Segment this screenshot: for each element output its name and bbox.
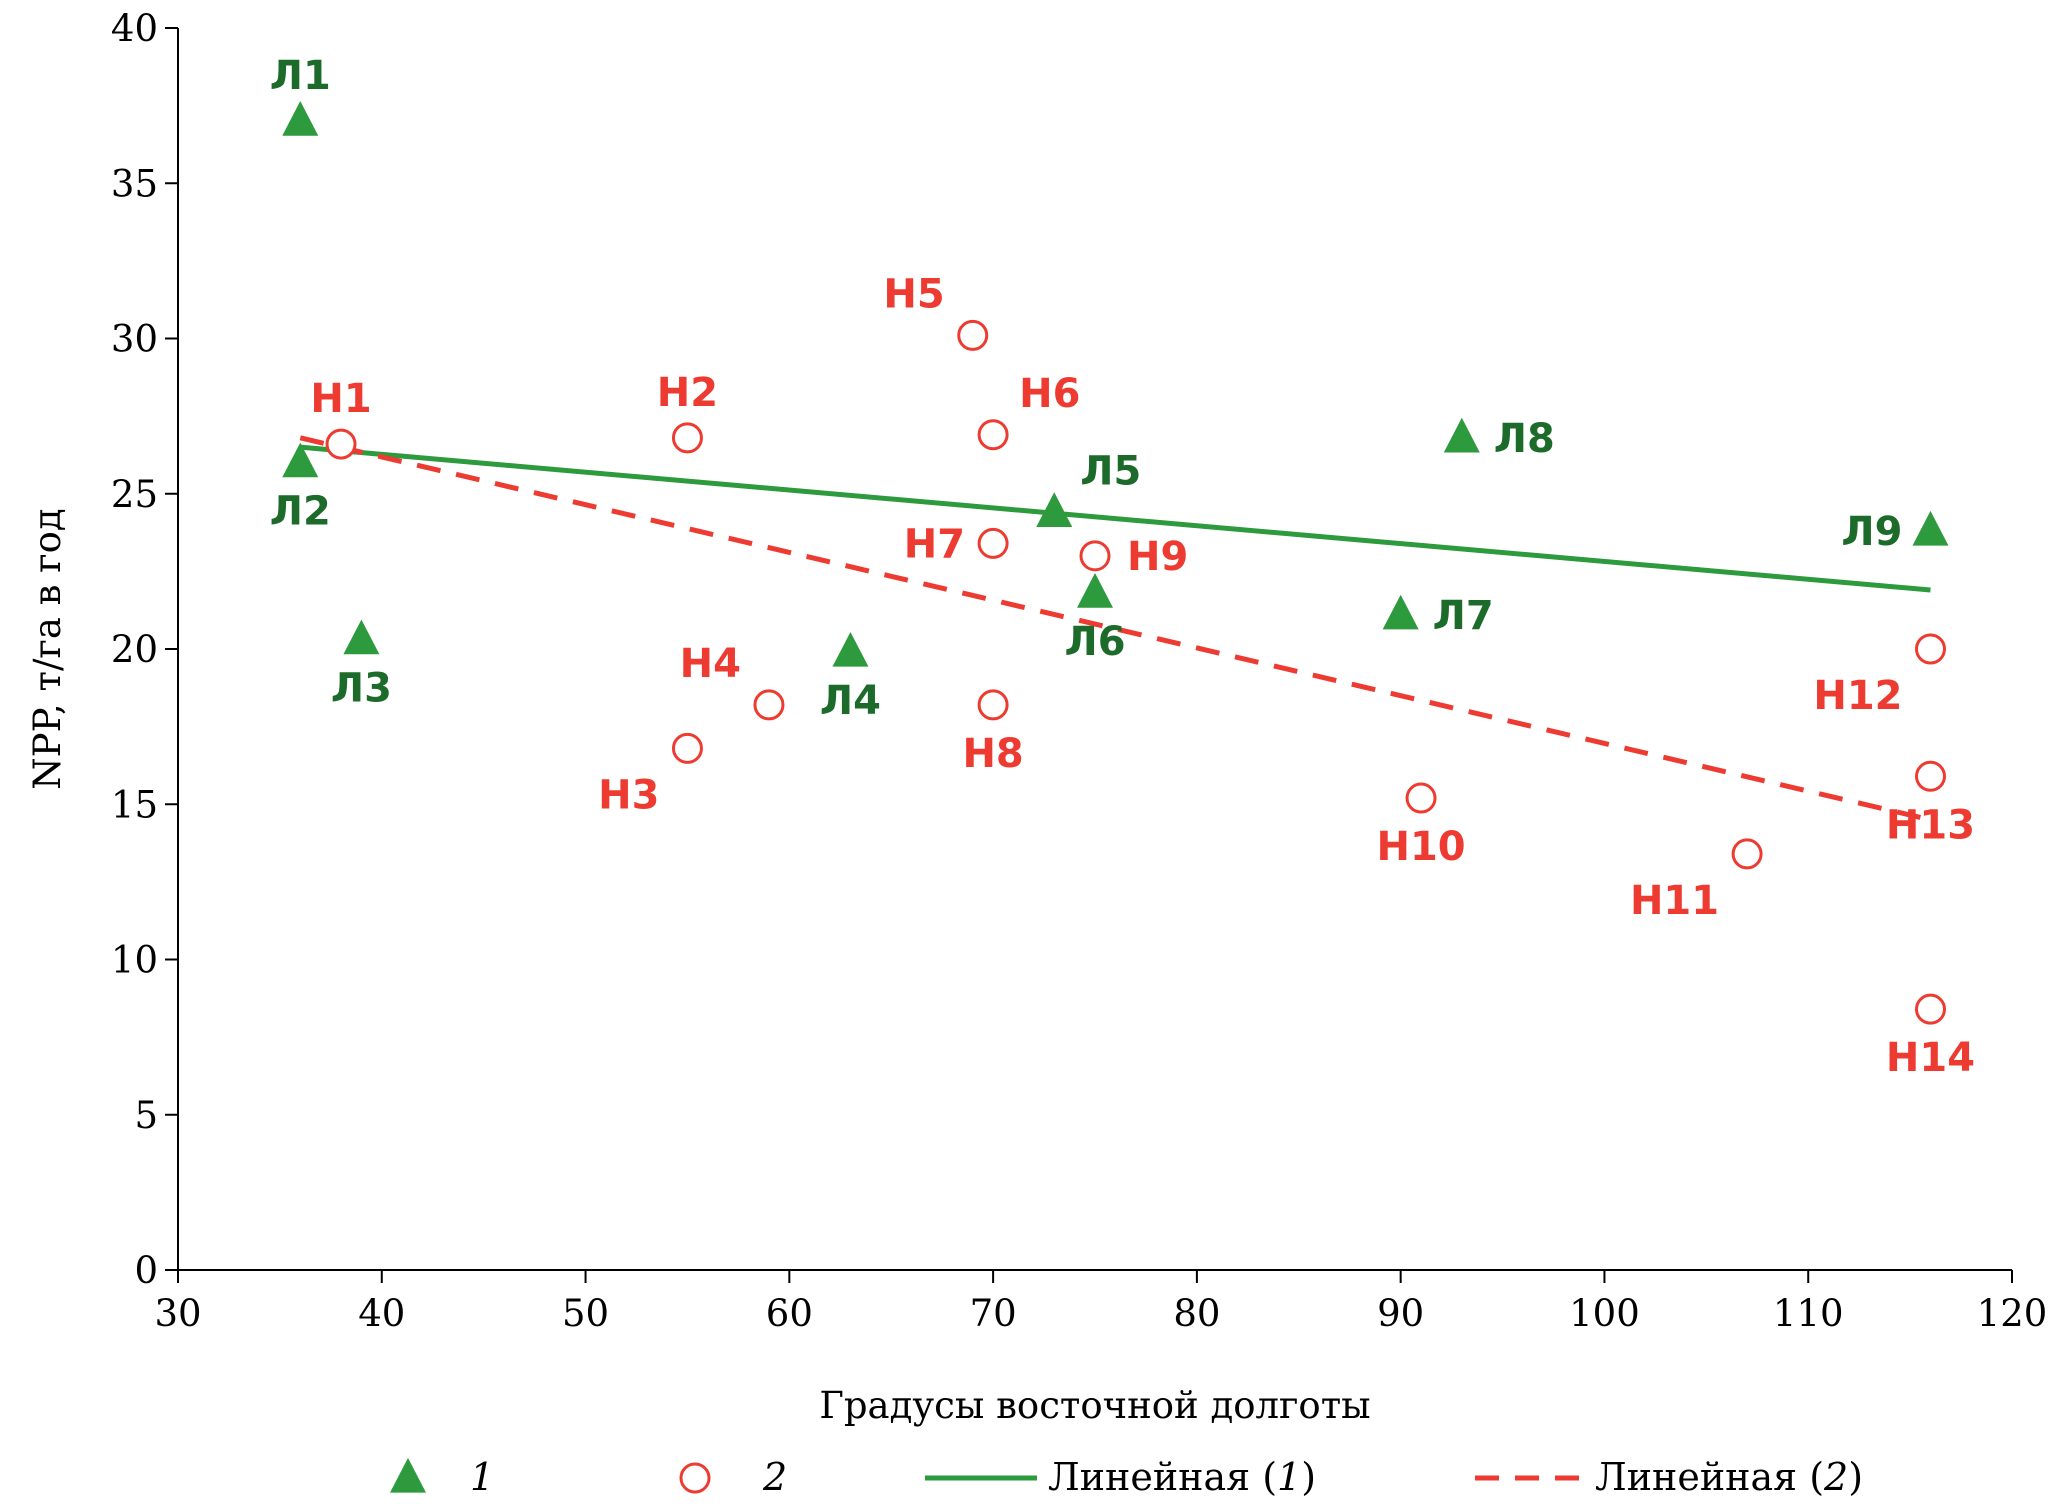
x-tick-label: 90 bbox=[1377, 1292, 1424, 1335]
point-Л9 bbox=[1912, 510, 1949, 546]
point-label-Н2: Н2 bbox=[657, 370, 718, 416]
point-Н10 bbox=[1405, 782, 1437, 814]
y-tick-label: 40 bbox=[111, 7, 158, 50]
legend-marker-circle bbox=[679, 1462, 711, 1494]
point-Н3 bbox=[671, 732, 703, 764]
legend-item-2: 2 bbox=[679, 1455, 787, 1499]
point-label-Н9: Н9 bbox=[1127, 534, 1188, 580]
point-Н6 bbox=[977, 419, 1009, 451]
point-Л8 bbox=[1443, 417, 1480, 453]
point-label-Н8: Н8 bbox=[962, 731, 1023, 777]
point-label-Л5: Л5 bbox=[1080, 448, 1141, 494]
point-Н7 bbox=[977, 527, 1009, 559]
x-tick-label: 110 bbox=[1773, 1292, 1844, 1335]
point-Н5 bbox=[957, 319, 989, 351]
legend-label: Линейная (1) bbox=[1048, 1455, 1316, 1499]
point-label-Н11: Н11 bbox=[1630, 878, 1719, 924]
y-tick-label: 35 bbox=[111, 162, 158, 205]
x-tick-label: 80 bbox=[1173, 1292, 1220, 1335]
point-label-Л7: Л7 bbox=[1433, 593, 1494, 639]
point-labels: Л1 Л2 Л3 Л4 Л5 Л6 Л7 Л8 Л9 Н1 Н2 Н3 Н4 Н5 Н6 Н7 Н8 Н9 Н10 Н… bbox=[270, 53, 1975, 1081]
point-Н14 bbox=[1914, 993, 1946, 1025]
y-tick-label: 30 bbox=[111, 318, 158, 361]
point-label-Н13: Н13 bbox=[1886, 802, 1975, 848]
point-Н13 bbox=[1914, 760, 1946, 792]
legend-item-3: Линейная (1) bbox=[925, 1455, 1316, 1499]
legend-label: 1 bbox=[470, 1455, 494, 1499]
legend-marker-triangle bbox=[390, 1457, 426, 1493]
x-tick-label: 30 bbox=[154, 1292, 201, 1335]
y-tick-label: 10 bbox=[111, 939, 158, 982]
point-label-Л2: Л2 bbox=[270, 489, 331, 535]
axes: 0 5 10 15 20 25 30 35 40 30 40 50 60 70 80 90 100 110 120 bbox=[111, 7, 2047, 1335]
point-label-Л8: Л8 bbox=[1494, 416, 1555, 462]
point-label-Л4: Л4 bbox=[820, 678, 881, 724]
data-points bbox=[282, 101, 1949, 1025]
point-label-Н7: Н7 bbox=[904, 521, 965, 567]
y-tick-label: 5 bbox=[134, 1094, 158, 1137]
y-tick-label: 20 bbox=[111, 628, 158, 671]
point-Н8 bbox=[977, 689, 1009, 721]
legend: 1 2 Линейная (1) Линейная (2) bbox=[390, 1455, 1863, 1499]
point-Л1 bbox=[282, 101, 319, 136]
y-axis-title: NPP, т/га в год bbox=[26, 508, 69, 789]
point-Л4 bbox=[832, 632, 869, 667]
point-label-Л1: Л1 bbox=[270, 53, 331, 99]
trendline-series-1 bbox=[300, 444, 1931, 593]
point-label-Л6: Л6 bbox=[1064, 619, 1125, 665]
y-tick-label: 15 bbox=[111, 783, 158, 826]
y-tick-label: 0 bbox=[134, 1249, 158, 1292]
point-label-Л9: Л9 bbox=[1841, 509, 1902, 555]
x-tick-label: 100 bbox=[1569, 1292, 1640, 1335]
legend-label: 2 bbox=[762, 1455, 787, 1499]
point-Л7 bbox=[1382, 594, 1419, 630]
point-label-Н14: Н14 bbox=[1886, 1035, 1975, 1081]
point-label-Н6: Н6 bbox=[1019, 371, 1080, 417]
point-Н12 bbox=[1914, 633, 1946, 665]
point-Л3 bbox=[343, 619, 380, 655]
x-tick-label: 60 bbox=[766, 1292, 813, 1335]
point-Н11 bbox=[1731, 838, 1763, 870]
point-label-Н4: Н4 bbox=[680, 641, 741, 687]
x-axis-title: Градусы восточной долготы bbox=[819, 1384, 1370, 1427]
point-label-Н5: Н5 bbox=[883, 271, 944, 317]
point-Н2 bbox=[671, 422, 703, 454]
point-Л2 bbox=[282, 442, 319, 478]
point-label-Н3: Н3 bbox=[598, 772, 659, 818]
trendlines bbox=[299, 435, 1932, 823]
point-label-Н10: Н10 bbox=[1376, 824, 1465, 870]
x-tick-label: 70 bbox=[970, 1292, 1017, 1335]
point-label-Л3: Л3 bbox=[331, 666, 392, 712]
point-label-Н12: Н12 bbox=[1813, 673, 1902, 719]
point-Н1 bbox=[325, 428, 357, 460]
y-tick-label: 25 bbox=[111, 473, 158, 516]
legend-item-4: Линейная (2) bbox=[1475, 1455, 1863, 1499]
point-Л5 bbox=[1036, 492, 1073, 527]
x-tick-label: 120 bbox=[1977, 1292, 2048, 1335]
point-Л6 bbox=[1077, 573, 1113, 608]
point-label-Н1: Н1 bbox=[310, 376, 371, 422]
legend-label: Линейная (2) bbox=[1595, 1455, 1863, 1499]
legend-item-1: 1 bbox=[390, 1455, 494, 1499]
x-tick-label: 50 bbox=[562, 1292, 609, 1335]
point-Н4 bbox=[753, 689, 785, 721]
point-Н9 bbox=[1079, 540, 1111, 572]
x-tick-label: 40 bbox=[358, 1292, 405, 1335]
